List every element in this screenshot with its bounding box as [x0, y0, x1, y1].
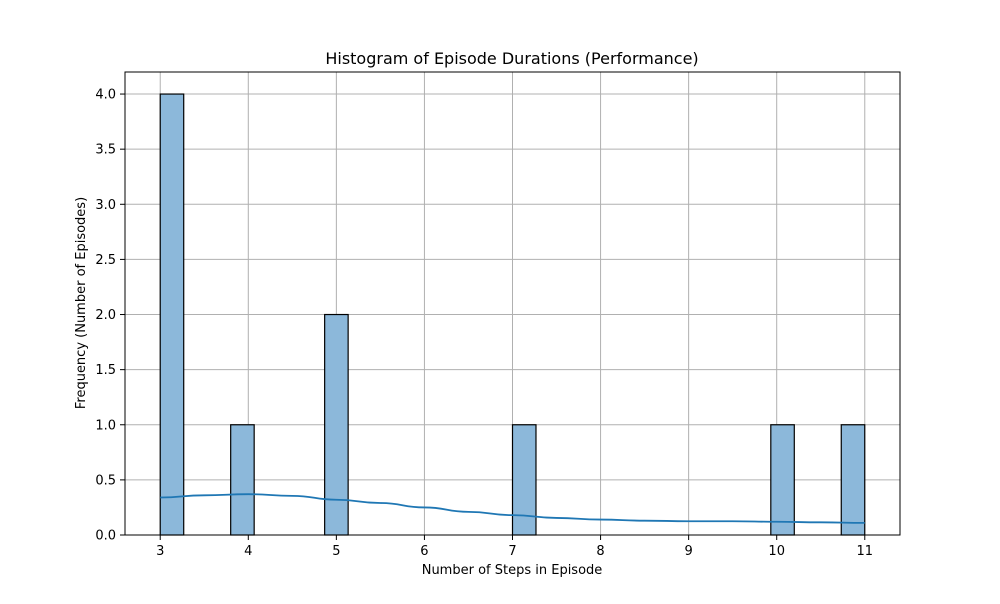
- y-tick-label: 0.5: [95, 473, 116, 488]
- y-tick-label: 3.0: [95, 198, 116, 213]
- y-tick-label: 3.5: [95, 143, 116, 158]
- histogram-bar: [159, 93, 185, 536]
- x-tick-label: 10: [768, 544, 785, 559]
- kde-curve-layer: [160, 493, 865, 524]
- x-tick-label: 9: [684, 544, 692, 559]
- histogram-bars: [159, 93, 866, 536]
- histogram-bar: [324, 313, 349, 536]
- x-tick-label: 8: [596, 544, 604, 559]
- histogram-bar: [770, 424, 795, 536]
- y-tick-label: 0.0: [95, 529, 116, 544]
- x-tick-label: 3: [156, 544, 164, 559]
- chart-title: Histogram of Episode Durations (Performa…: [325, 49, 698, 68]
- kde-curve: [160, 493, 865, 524]
- y-tick-label: 2.0: [95, 308, 116, 323]
- x-tick-label: 4: [244, 544, 252, 559]
- y-axis-label: Frequency (Number of Episodes): [74, 197, 89, 409]
- y-tick-label: 2.5: [95, 253, 116, 268]
- x-tick-label: 11: [856, 544, 873, 559]
- y-tick-label: 4.0: [95, 88, 116, 103]
- x-tick-label: 5: [332, 544, 340, 559]
- histogram-bar: [511, 424, 537, 536]
- axes: 3 4 5 6 7 8 9 10 11 0.0 0.5 1.0 1.5 2.0 2.5 3.0 3.5 4.0: [95, 71, 901, 559]
- x-tick-label: 6: [420, 544, 428, 559]
- y-tick-label: 1.0: [95, 418, 116, 433]
- y-tick-label: 1.5: [95, 363, 116, 378]
- histogram-bar: [230, 424, 255, 536]
- histogram-bar: [840, 424, 866, 536]
- x-tick-label: 7: [508, 544, 516, 559]
- x-axis-label: Number of Steps in Episode: [422, 563, 603, 578]
